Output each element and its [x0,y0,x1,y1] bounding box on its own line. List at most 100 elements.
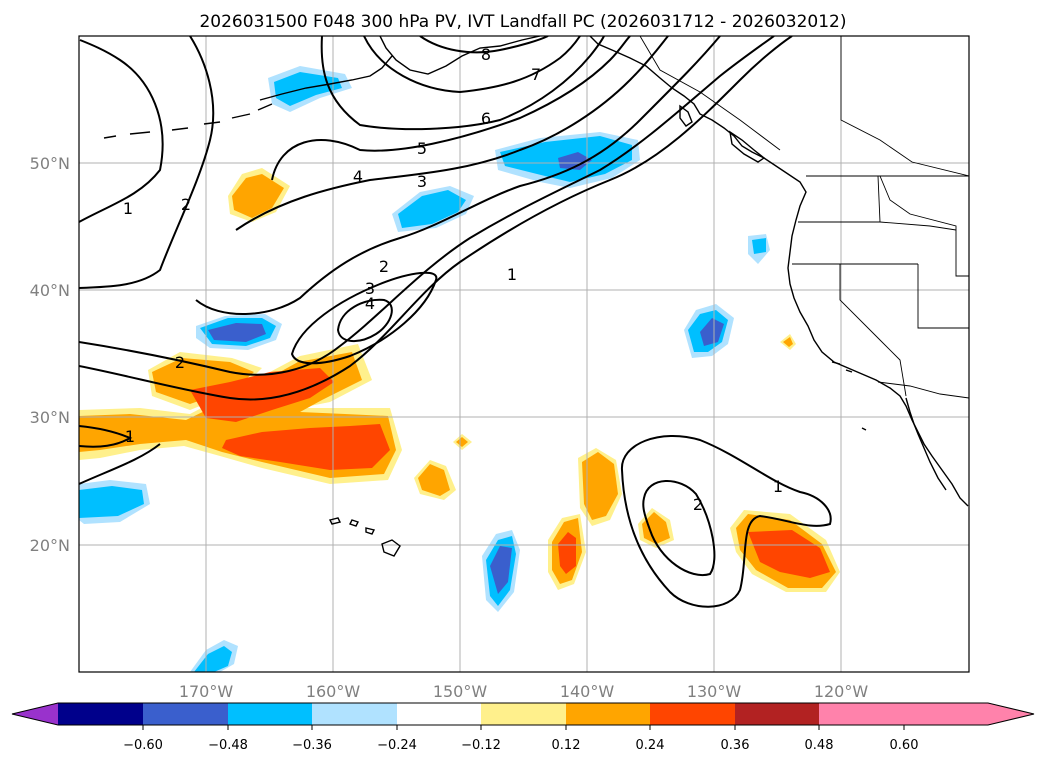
pv-contour-6 [320,36,605,131]
pv-contours [79,36,832,608]
latitude-labels: 50°N 40°N 30°N 20°N [30,154,70,555]
colorbar-segment [312,703,397,725]
colorbar-segment [735,703,819,725]
pv-contour-7 [363,36,581,94]
baja-california-peninsula [905,397,947,491]
colorbar: −0.60 −0.48 −0.36 −0.24 −0.12 0.12 0.24 … [11,702,1035,753]
colorbar-segment [228,703,312,725]
lon-label-150w: 150°W [433,682,488,701]
pv-contour-4 [235,36,669,231]
positive-anomaly-patch [418,464,450,496]
pv-contour-13 [79,425,133,448]
negative-anomaly-patch [752,238,766,254]
pv-contour-9 [79,36,775,376]
pv-contour-11 [290,271,438,365]
negative-anomaly-patch [558,152,592,170]
positive-anomaly-patch [232,174,284,218]
negative-anomaly-patch [208,323,266,342]
contour-label: 6 [481,109,491,128]
lon-label-120w: 120°W [814,682,869,701]
colorbar-segment [566,703,650,725]
colorbar-segment [397,703,481,725]
contour-label: 3 [365,279,375,298]
positive-anomaly-patch [152,358,254,404]
figure-title: 2026031500 F048 300 hPa PV, IVT Landfall… [199,12,846,32]
colorbar-tick-label: −0.60 [123,738,163,753]
vancouver-island [729,130,766,163]
colorbar-extend-min [12,703,58,725]
negative-anomaly-patch [274,72,342,106]
positive-anomaly-patch [190,368,334,422]
contour-label: 3 [417,172,427,191]
nevada-border [877,175,969,329]
positive-anomaly-patch [748,530,830,578]
negative-anomaly-patch [398,190,466,228]
contour-label: 8 [481,45,491,64]
lat-label-50n: 50°N [30,154,70,173]
contour-label: 2 [379,257,389,276]
colorbar-extend-max [904,703,1034,725]
positive-anomaly-patch [783,337,793,347]
pv-contour-14 [79,443,161,485]
lon-label-130w: 130°W [687,682,742,701]
pv-contour-5 [271,36,631,181]
positive-anomaly-patch [558,532,576,574]
contour-label: 2 [693,495,703,514]
coastlines [103,36,969,557]
negative-anomaly-patch [194,646,232,672]
colorbar-tick-label: −0.24 [377,738,417,753]
us-mexico-border [877,381,969,399]
pv-contour-3 [195,36,721,316]
graticule [79,36,969,672]
longitude-labels: 170°W 160°W 150°W 140°W 130°W 120°W [179,682,869,701]
north-america-coastline [589,36,969,507]
colorbar-outline [11,702,1035,726]
colorbar-tick-label: −0.12 [461,738,501,753]
map-panel: 8 7 6 5 4 3 2 1 2 3 4 2 1 1 2 1 [78,35,970,673]
pv-contour-16 [642,480,716,577]
colorbar-tick-label: 0.24 [636,738,665,753]
negative-anomaly-patch [700,318,724,346]
pv-contour-2 [79,36,215,289]
negative-anomaly-patch [79,486,144,518]
colorbar-tick-label: 0.36 [721,738,750,753]
colorbar-tick-label: −0.36 [292,738,332,753]
pv-contour-1 [79,39,164,223]
colorbar-tick-label: 0.60 [890,738,919,753]
contour-label: 4 [353,167,363,186]
positive-anomaly-patch [642,512,670,544]
contour-label: 5 [417,139,427,158]
california-nevada-border [839,264,907,397]
ivt-shading [79,66,840,672]
positive-anomaly-patch [456,437,468,447]
alaska-peninsula [259,55,393,101]
contour-label: 2 [181,195,191,214]
idaho-montana-border [879,175,969,277]
colorbar-segment [819,703,904,725]
lat-label-30n: 30°N [30,408,70,427]
contour-label: 1 [773,477,783,496]
negative-anomaly-patch [490,546,512,594]
map-frame [78,35,970,673]
lat-label-20n: 20°N [30,536,70,555]
pv-contour-12 [336,298,393,342]
colorbar-ticks [142,725,905,730]
pv-contour-8 [419,36,549,54]
colorbar-segment [58,703,143,725]
oregon-washington-border [798,221,957,231]
positive-anomaly-patch [222,424,390,470]
contour-label: 1 [507,265,517,284]
contour-label: 7 [531,65,541,84]
contour-label: 2 [175,353,185,372]
channel-islands [831,361,867,431]
haida-gwaii [679,104,693,127]
colorbar-segment [481,703,566,725]
contour-labels: 8 7 6 5 4 3 2 1 2 3 4 2 1 1 2 1 [123,45,783,514]
alaska-coastline [379,36,541,75]
colorbar-tick-label: 0.48 [805,738,834,753]
colorbar-segment [650,703,735,725]
positive-anomaly-patch [582,452,618,520]
lat-label-40n: 40°N [30,281,70,300]
contour-label: 1 [123,199,133,218]
